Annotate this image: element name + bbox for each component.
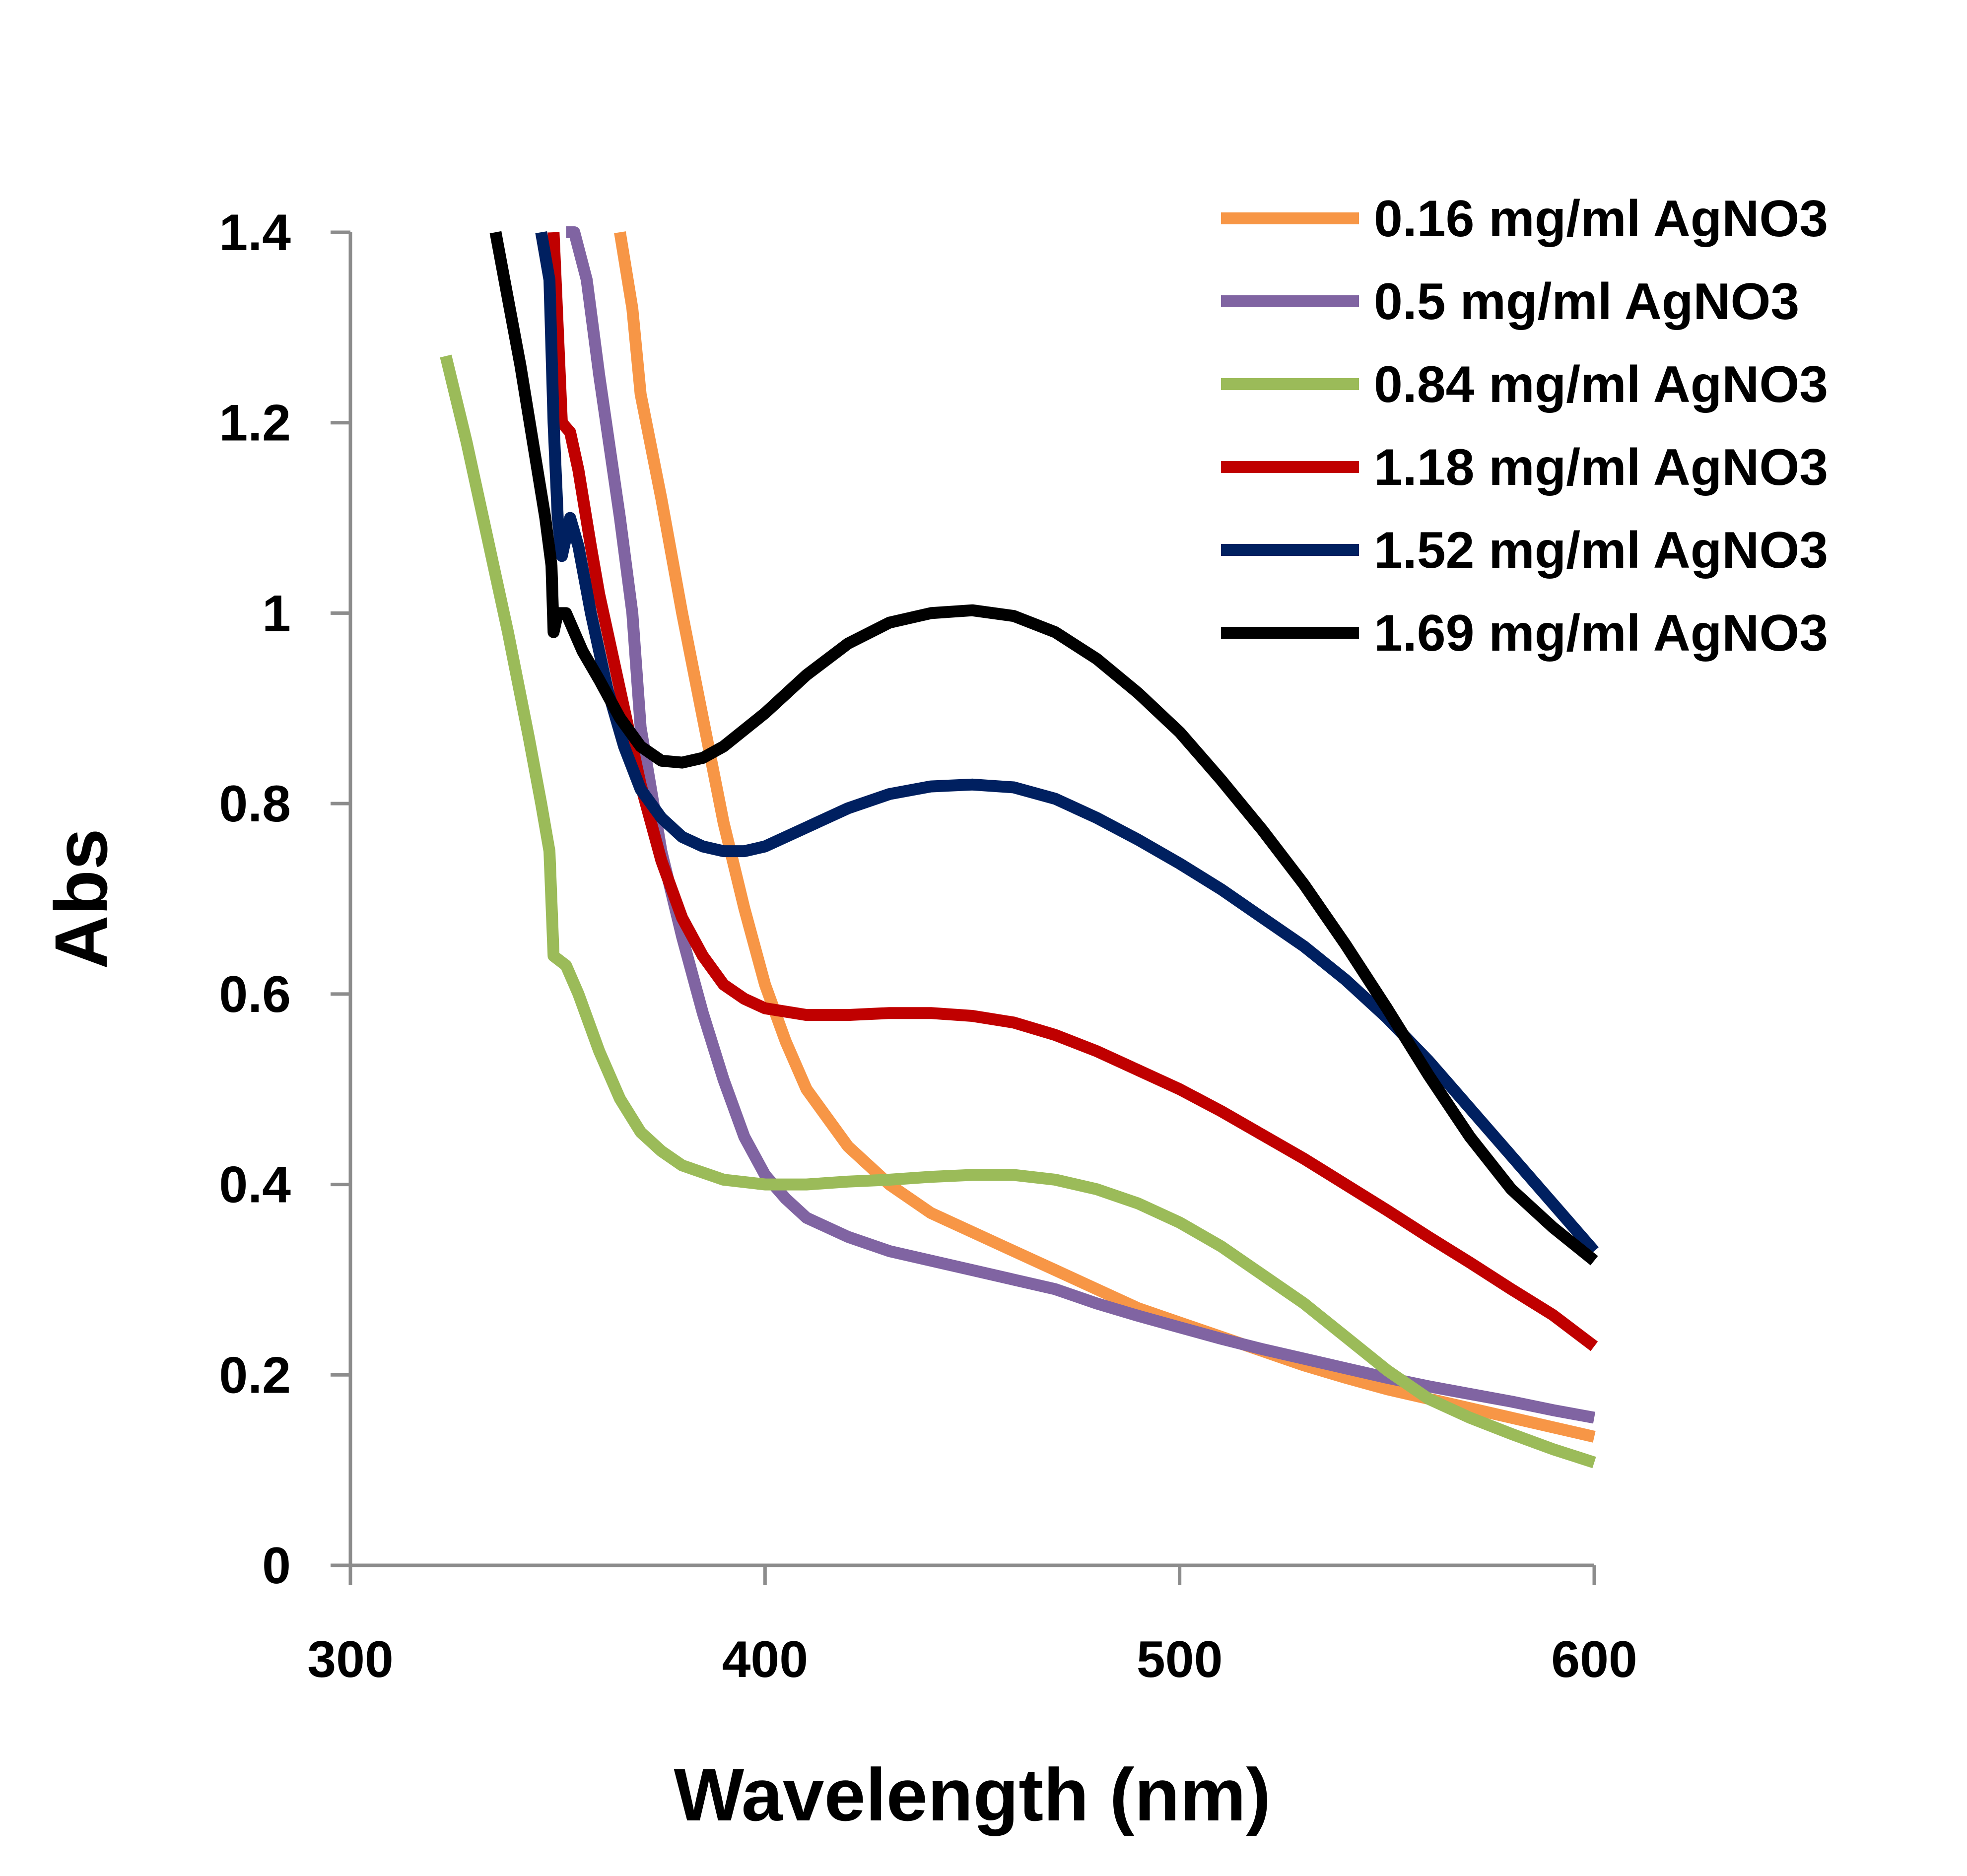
x-tick-label: 300 — [307, 1631, 394, 1688]
series-line-3 — [440, 354, 1596, 1469]
series-line-6 — [489, 231, 1598, 1266]
series-line-2 — [566, 226, 1596, 1424]
y-tick-label: 0 — [262, 1537, 291, 1595]
y-axis-ticks: 0 0.2 0.4 0.6 0.8 1 1.2 1.4 — [219, 204, 350, 1595]
legend-label-6: 1.69 mg/ml AgNO3 — [1374, 604, 1828, 662]
legend-label-1: 0.16 mg/ml AgNO3 — [1374, 190, 1828, 248]
y-axis-title: Abs — [39, 828, 123, 969]
x-axis-ticks: 300 400 500 600 — [307, 1565, 1637, 1688]
series-lines — [440, 226, 1599, 1469]
series-line-1 — [614, 231, 1596, 1443]
legend-label-2: 0.5 mg/ml AgNO3 — [1374, 273, 1799, 331]
y-tick-label: 1.4 — [219, 204, 291, 262]
y-tick-label: 0.4 — [219, 1156, 291, 1214]
y-tick-label: 1 — [262, 585, 291, 642]
y-tick-label: 0.8 — [219, 775, 291, 833]
series-line-5 — [535, 231, 1599, 1255]
series-line-4 — [547, 232, 1598, 1351]
y-tick-label: 0.6 — [219, 966, 291, 1023]
y-tick-label: 1.2 — [219, 395, 291, 452]
y-tick-label: 0.2 — [219, 1346, 291, 1404]
x-tick-label: 400 — [722, 1631, 809, 1688]
legend-label-4: 1.18 mg/ml AgNO3 — [1374, 439, 1828, 496]
legend: 0.16 mg/ml AgNO3 0.5 mg/ml AgNO3 0.84 mg/m… — [1221, 190, 1828, 662]
x-axis-title: Wavelength (nm) — [674, 1753, 1271, 1836]
x-tick-label: 500 — [1137, 1631, 1223, 1688]
legend-label-3: 0.84 mg/ml AgNO3 — [1374, 356, 1828, 413]
legend-label-5: 1.52 mg/ml AgNO3 — [1374, 522, 1828, 579]
x-tick-label: 600 — [1551, 1631, 1637, 1688]
